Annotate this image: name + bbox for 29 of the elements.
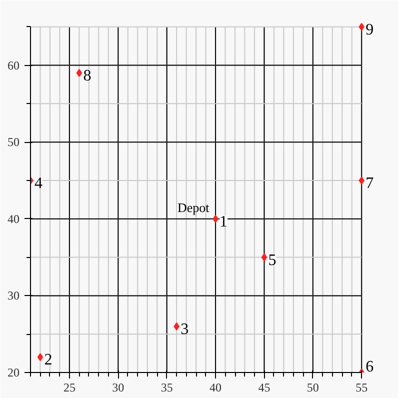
annotation: 4	[34, 174, 42, 192]
annotation: 6	[366, 358, 374, 376]
x-tick-label: 55	[356, 380, 368, 394]
x-tick-label: 35	[160, 380, 173, 394]
x-tick-label: 45	[258, 380, 270, 394]
y-tick-label: 40	[8, 212, 20, 226]
point	[358, 22, 364, 31]
point	[261, 253, 268, 262]
x-tick-label: 40	[210, 380, 222, 394]
point	[76, 68, 82, 77]
x-tick-label: 30	[112, 380, 124, 394]
y-tick-label: 50	[8, 135, 20, 150]
annotation: 7	[366, 174, 374, 192]
point	[358, 176, 364, 184]
annotation: 3	[180, 320, 189, 338]
point	[212, 214, 218, 223]
point	[174, 322, 180, 330]
x-tick-label: 25	[63, 380, 76, 394]
annotation: 8	[83, 67, 92, 84]
annotation: 2	[44, 352, 52, 369]
annotation: 5	[268, 252, 276, 269]
x-tick-label: 50	[306, 380, 319, 394]
y-tick-label: 30	[8, 288, 20, 303]
annotation: Depot	[178, 200, 210, 215]
y-tick-label: 20	[8, 366, 20, 380]
annotation: 1	[220, 213, 228, 230]
point	[37, 353, 44, 362]
y-tick-label: 60	[8, 58, 20, 72]
annotation: 9	[366, 21, 374, 38]
